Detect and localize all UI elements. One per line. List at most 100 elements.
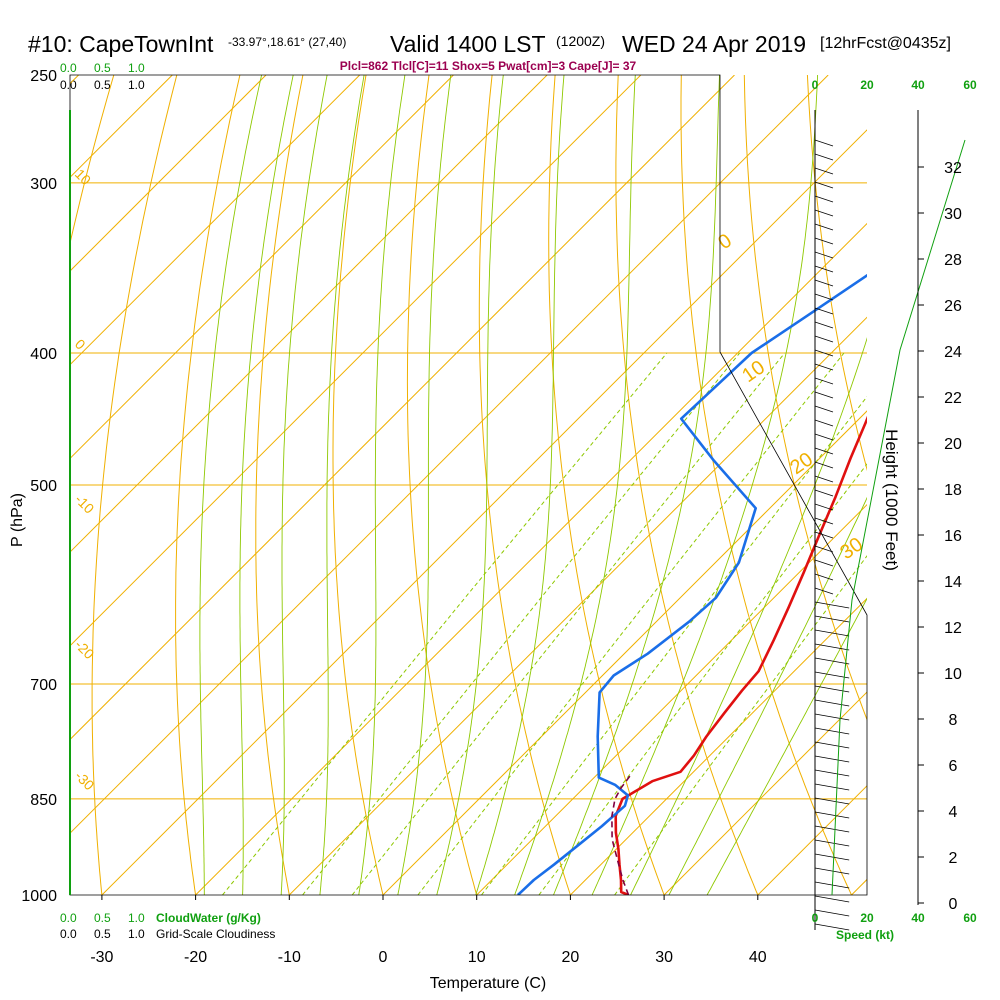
wind-barb [814, 517, 834, 525]
wind-barb [814, 181, 834, 189]
moist-adiabat-line [514, 75, 636, 895]
speed-tick-top: 20 [860, 78, 874, 92]
cloud-scale-bottom-green-2: 1.0 [128, 911, 145, 925]
pressure-tick-label: 700 [30, 677, 57, 694]
mixing-ratio-label: 8 [484, 894, 491, 909]
cloud-scale-bottom-black-1: 0.5 [94, 927, 111, 941]
wind-barb [814, 839, 850, 847]
mixing-ratio-line [614, 555, 867, 895]
height-tick-label: 6 [949, 758, 958, 775]
wind-barb [814, 769, 850, 777]
height-tick-label: 20 [944, 436, 962, 453]
wind-barb [814, 741, 850, 749]
surface-temperature-marker [624, 896, 632, 904]
wind-barb [814, 671, 850, 679]
wind-barbs [814, 110, 966, 931]
wind-barb [814, 363, 834, 371]
height-tick-label: 12 [944, 620, 962, 637]
moist-adiabat-line [239, 75, 294, 895]
mixing-ratio-line [481, 395, 867, 895]
speed-tick-bottom: 40 [911, 911, 925, 925]
chart-title: #10: CapeTownInt -33.97°,18.61° (27,40) … [28, 31, 951, 57]
temperature-tick-label: 40 [749, 949, 767, 966]
wind-barb [814, 195, 834, 203]
temperature-tick-label: 30 [655, 949, 673, 966]
temperature-tick-label: 20 [562, 949, 580, 966]
height-axis-label: Height (1000 Feet) [882, 429, 901, 571]
cloud-scale-top-green-2: 1.0 [128, 61, 145, 75]
cloud-scale-top-green-1: 0.5 [94, 61, 111, 75]
dry-adiabat-line [91, 75, 178, 895]
wind-barb [814, 545, 834, 553]
dry-adiabat-line [931, 51, 1000, 924]
mixing-ratio-line [417, 352, 845, 895]
height-tick-label: 16 [944, 528, 962, 545]
isotherm-line [70, 75, 829, 834]
wind-barb [814, 139, 834, 147]
dry-adiabat-line [255, 75, 304, 895]
speed-tick-bottom: 20 [860, 911, 874, 925]
mixing-ratio-label: 20 [617, 894, 631, 909]
wind-barb [814, 307, 834, 315]
cloud-scale-top-green-0: 0.0 [60, 61, 77, 75]
wind-barb [814, 923, 850, 931]
mixing-ratio-line [351, 352, 786, 895]
height-tick-label: 2 [949, 850, 958, 867]
temperature-tick-label: 0 [379, 949, 388, 966]
wind-barb [814, 321, 834, 329]
wind-barb [814, 167, 834, 175]
dry-adiabat-line [680, 75, 853, 895]
cloudwater-label: CloudWater (g/Kg) [156, 911, 261, 925]
wind-barb [814, 335, 834, 343]
temperature-tick-label: 10 [468, 949, 486, 966]
speed-tick-top: 60 [963, 78, 977, 92]
dry-adiabat-line [478, 75, 571, 895]
wind-barb [814, 475, 834, 483]
dry-adiabat-line [615, 75, 759, 895]
cloud-scale-top: 0.0 0.5 1.0 0.0 0.5 1.0 [60, 61, 145, 92]
isotherm-line [70, 75, 361, 366]
wind-barb [814, 447, 834, 455]
isotherm-line [476, 503, 867, 895]
temperature-tick-label: -10 [278, 949, 301, 966]
wind-barb [814, 251, 834, 259]
wind-barb [814, 223, 834, 231]
cloudiness-label: Grid-Scale Cloudiness [156, 927, 275, 941]
mixing-ratio-label: 3 [355, 894, 362, 909]
wind-barb [814, 461, 834, 469]
wind-barb [814, 685, 850, 693]
sounding-profiles [517, 273, 867, 904]
moist-adiabat-line [475, 75, 565, 895]
theta-label: 0 [714, 230, 736, 254]
wind-barb [814, 153, 834, 161]
height-tick-label: 32 [944, 160, 962, 177]
wind-barb [814, 643, 850, 651]
isotherm-line [382, 410, 867, 895]
wind-barb [814, 237, 834, 245]
isotherm-line [70, 75, 642, 647]
wind-barb [814, 713, 850, 721]
mixing-ratio-label: 2 [306, 894, 313, 909]
wind-barb [814, 587, 834, 595]
height-tick-label: 30 [944, 206, 962, 223]
dry-adiabat-line [332, 75, 384, 895]
mixing-ratio-line [222, 352, 668, 895]
cloud-scale-top-black-2: 1.0 [128, 78, 145, 92]
height-tick-label: 24 [944, 344, 962, 361]
moist-adiabat-line [280, 75, 328, 895]
wind-barb [814, 433, 834, 441]
moist-adiabat-line [706, 597, 867, 895]
theta-label: 20 [786, 448, 817, 479]
wind-barb [814, 811, 850, 819]
mixing-ratio-label: 1 [226, 894, 233, 909]
moist-adiabat-line [358, 75, 406, 895]
cloud-scale-bottom-green-0: 0.0 [60, 911, 77, 925]
height-tick-label: 10 [944, 666, 962, 683]
isotherm-label: 10 [72, 166, 94, 188]
wind-barb [814, 895, 850, 903]
height-tick-label: 8 [949, 712, 958, 729]
dewpoint-profile-line [517, 273, 867, 895]
pressure-tick-label: 400 [30, 346, 57, 363]
dry-adiabat-line [743, 75, 867, 721]
